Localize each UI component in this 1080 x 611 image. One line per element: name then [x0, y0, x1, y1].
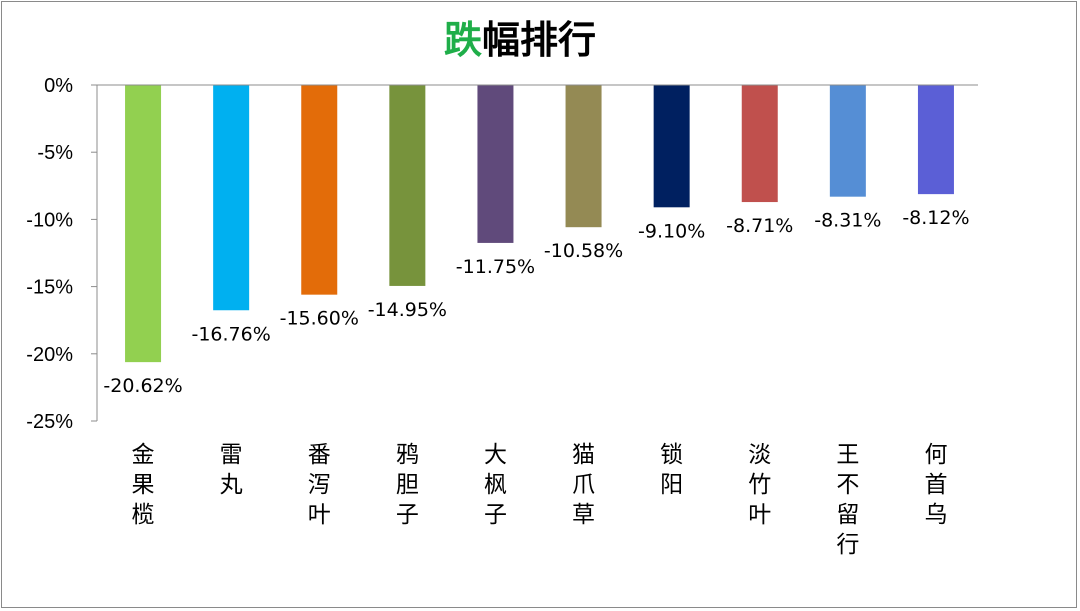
data-label: -9.10% — [638, 220, 705, 242]
bar — [213, 85, 250, 311]
x-category-label: 王不留行 — [836, 442, 859, 558]
x-category-label: 番泻叶 — [308, 442, 331, 528]
bar — [829, 85, 866, 197]
x-category-label: 淡竹叶 — [748, 442, 771, 528]
y-tick-label: -25% — [26, 411, 73, 433]
chart-title: 跌幅排行 — [0, 16, 1040, 64]
y-tick-label: 0% — [44, 75, 73, 97]
x-category-label: 猫爪草 — [572, 442, 595, 528]
y-tick-label: -20% — [26, 344, 73, 366]
x-category-label: 锁阳 — [660, 442, 683, 498]
bar — [565, 85, 602, 228]
bar — [477, 85, 514, 243]
data-label: -8.12% — [902, 207, 969, 229]
data-label: -16.76% — [191, 323, 270, 345]
data-label: -10.58% — [544, 240, 623, 262]
bar — [125, 85, 162, 363]
bar — [917, 85, 954, 195]
bar — [301, 85, 338, 295]
chart-title-rest: 幅排行 — [482, 18, 597, 62]
data-label: -11.75% — [456, 256, 535, 278]
x-category-label: 何首乌 — [924, 442, 947, 528]
data-label: -15.60% — [280, 308, 359, 330]
bar — [389, 85, 426, 286]
data-label: -14.95% — [368, 299, 447, 321]
y-tick-label: -15% — [26, 277, 73, 299]
bar — [653, 85, 690, 208]
chart-title-highlight: 跌 — [443, 18, 482, 62]
data-label: -20.62% — [103, 375, 182, 397]
x-category-label: 金果榄 — [132, 442, 155, 528]
y-tick-label: -5% — [37, 142, 73, 164]
bar — [741, 85, 778, 203]
data-label: -8.31% — [814, 210, 881, 232]
data-label: -8.71% — [726, 215, 793, 237]
x-category-label: 雷丸 — [220, 442, 243, 498]
x-category-label: 鸦胆子 — [396, 442, 419, 528]
y-tick-label: -10% — [26, 209, 73, 231]
x-category-label: 大枫子 — [484, 442, 507, 528]
